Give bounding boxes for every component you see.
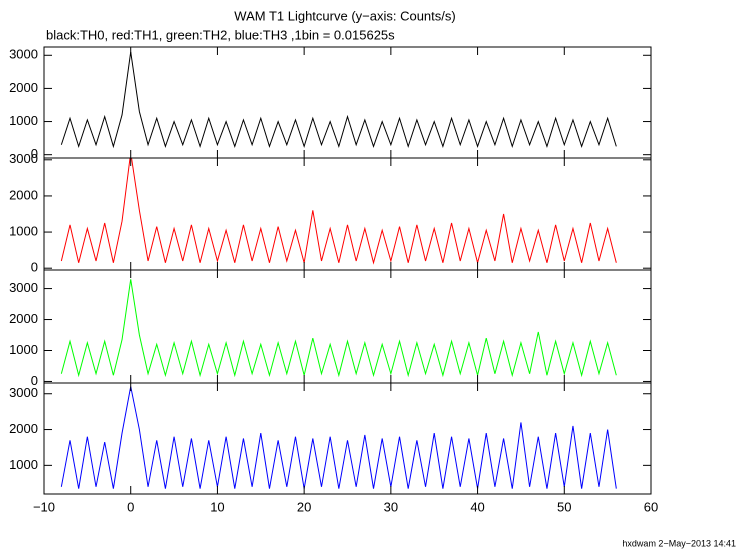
y-tick-label: 3000 [9,151,38,166]
x-tick-label: 0 [127,499,134,514]
chart-subtitle: black:TH0, red:TH1, green:TH2, blue:TH3 … [46,27,395,42]
y-tick-label: 2000 [9,187,38,202]
x-tick-label: 20 [297,499,311,514]
y-tick-label: 1000 [9,457,38,472]
footer: hxdwam 2−May−2013 14:41 [622,538,736,548]
chart-title: WAM T1 Lightcurve (y−axis: Counts/s) [234,8,455,23]
y-tick-label: 3000 [9,280,38,295]
y-tick-label: 1000 [9,224,38,239]
panel-frame [43,46,652,159]
x-tick-label: 30 [384,499,398,514]
panel-frame [43,269,652,384]
y-tick-label: 3000 [9,385,38,400]
x-tick-label: 50 [557,499,571,514]
y-tick-label: 2000 [9,311,38,326]
panel-frame [43,382,652,495]
y-tick-label: 1000 [9,342,38,357]
x-tick-label: 60 [644,499,658,514]
x-tick-label: 10 [210,499,224,514]
y-tick-label: 0 [31,260,38,275]
y-tick-label: 2000 [9,80,38,95]
y-tick-label: 3000 [9,47,38,62]
series-line [60,158,617,265]
series-line [60,51,617,149]
y-tick-label: 2000 [9,421,38,436]
series-line [60,279,617,378]
x-tick-label: 40 [470,499,484,514]
series-line [60,386,617,489]
panel-frame [43,157,652,271]
x-tick-label: −10 [33,499,55,514]
y-tick-label: 1000 [9,113,38,128]
y-tick-label: 0 [31,373,38,388]
y-tick-label: 0 [31,146,38,161]
